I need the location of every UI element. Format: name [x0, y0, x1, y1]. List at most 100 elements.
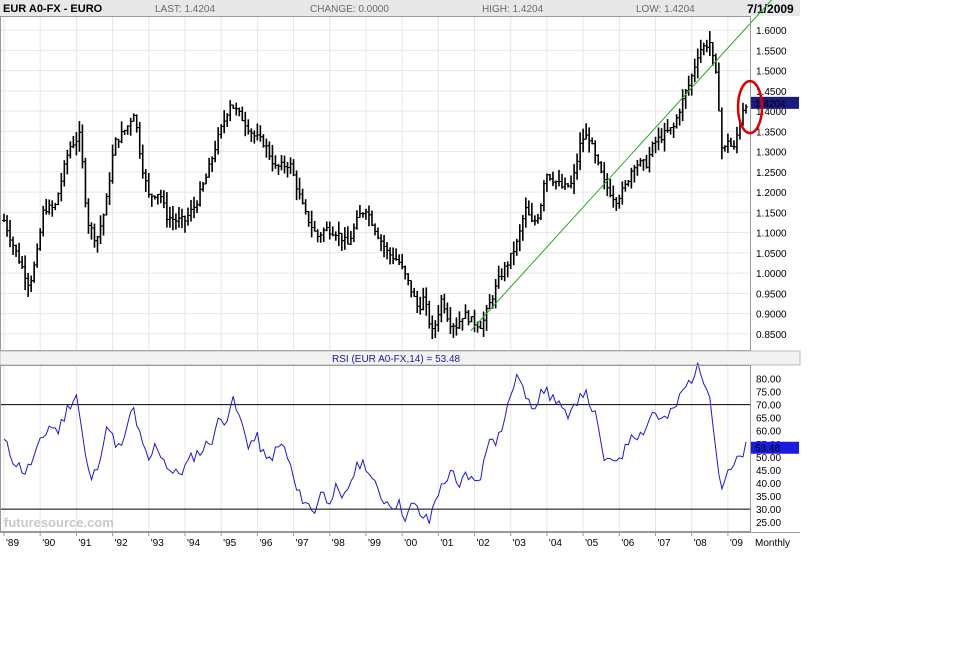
price-bar — [336, 221, 341, 247]
price-bar — [68, 141, 73, 159]
x-tick-label: '96 — [259, 538, 272, 549]
price-bar — [125, 125, 130, 135]
price-bar — [29, 275, 34, 293]
price-bar — [282, 155, 287, 174]
price-bars — [2, 31, 748, 340]
price-bar — [388, 247, 393, 265]
rsi-gridlines — [0, 366, 750, 531]
price-bar — [164, 192, 169, 228]
price-bar — [496, 265, 501, 289]
rsi-tick-label: 25.00 — [756, 518, 781, 529]
rsi-frame — [0, 365, 751, 532]
x-tick-label: '90 — [42, 538, 55, 549]
price-bar — [499, 268, 504, 281]
rsi-title: RSI (EUR A0-FX,14) = 53.48 — [332, 354, 461, 365]
price-tick-label: 1.2500 — [756, 168, 787, 179]
price-bar — [98, 215, 103, 245]
rsi-tick-label: 65.00 — [756, 414, 781, 425]
price-bar — [170, 206, 175, 231]
price-bar — [366, 205, 371, 227]
price-bar — [318, 232, 323, 243]
price-bar — [662, 122, 667, 152]
price-bar — [391, 247, 396, 265]
price-bar — [572, 164, 577, 195]
price-bar — [487, 294, 492, 310]
price-tick-label: 1.2000 — [756, 188, 787, 199]
price-bar — [451, 323, 456, 338]
price-bar — [581, 128, 586, 153]
price-bar — [306, 210, 311, 227]
price-bar — [59, 172, 64, 202]
price-bar — [360, 212, 365, 218]
price-bar — [267, 141, 272, 161]
price-bar — [297, 177, 302, 200]
price-bar — [161, 190, 166, 209]
price-bar — [707, 31, 712, 57]
price-bar — [674, 114, 679, 129]
price-bar — [502, 261, 507, 282]
price-tick-label: 1.4500 — [756, 87, 787, 98]
price-bar — [65, 149, 70, 175]
x-tick-label: '09 — [730, 538, 743, 549]
price-bar — [137, 121, 142, 159]
price-tick-label: 0.9500 — [756, 289, 787, 300]
price-bar — [394, 248, 399, 261]
price-bar — [430, 315, 435, 340]
price-bar — [734, 126, 739, 154]
price-bar — [110, 144, 115, 184]
x-tick-label: '07 — [658, 538, 671, 549]
price-bar — [116, 138, 121, 149]
price-bar — [466, 310, 471, 326]
period-label: Monthly — [755, 538, 790, 549]
last-price-badge-text: 1.4204 — [755, 99, 786, 110]
price-bar — [547, 173, 552, 181]
rsi-y-axis: 80.0075.0070.0065.0060.0055.0050.0045.00… — [756, 374, 781, 529]
price-bar — [550, 171, 555, 187]
x-tick-label: '97 — [296, 538, 309, 549]
price-bar — [508, 252, 513, 269]
price-bar — [620, 181, 625, 205]
price-bar — [556, 169, 561, 187]
x-tick-label: '95 — [223, 538, 236, 549]
price-bar — [608, 178, 613, 198]
price-bar — [252, 130, 257, 144]
price-bar — [442, 293, 447, 314]
price-bar — [363, 208, 368, 220]
price-bar — [107, 172, 112, 205]
price-bar — [433, 320, 438, 339]
price-bar — [469, 316, 474, 323]
price-bar — [701, 42, 706, 56]
price-bar — [611, 185, 616, 208]
price-bar — [204, 173, 209, 185]
price-bar — [535, 213, 540, 224]
price-bar — [312, 220, 317, 232]
rsi-value-badge: 53.48 — [751, 441, 799, 455]
x-tick-label: '00 — [404, 538, 417, 549]
price-bar — [327, 221, 332, 240]
price-bar — [725, 133, 730, 154]
price-bar — [300, 188, 305, 205]
rsi-tick-label: 40.00 — [756, 479, 781, 490]
price-bar — [77, 121, 82, 152]
price-bar — [189, 199, 194, 222]
rsi-badge-text: 53.48 — [755, 444, 780, 455]
price-bar — [744, 104, 748, 114]
date-text: 7/1/2009 — [747, 2, 794, 16]
price-bar — [167, 206, 172, 228]
rsi-panel: 80.0075.0070.0065.0060.0055.0050.0045.00… — [0, 362, 799, 532]
price-bar — [249, 128, 254, 142]
price-tick-label: 0.8500 — [756, 330, 787, 341]
price-bar — [427, 300, 432, 329]
price-bar — [544, 173, 549, 192]
x-axis: '89 '90 '91 '92 '93 '94 '95 '96 '97 '98 '99 '00 '01 '… — [3, 532, 743, 549]
rsi-tick-label: 75.00 — [756, 388, 781, 399]
price-bar — [270, 144, 275, 172]
price-bar — [569, 175, 574, 189]
price-bar — [38, 228, 43, 251]
price-tick-label: 0.9000 — [756, 310, 787, 321]
price-bar — [731, 140, 736, 150]
price-bar — [644, 154, 649, 169]
price-bar — [182, 215, 187, 233]
price-bar — [647, 146, 652, 173]
